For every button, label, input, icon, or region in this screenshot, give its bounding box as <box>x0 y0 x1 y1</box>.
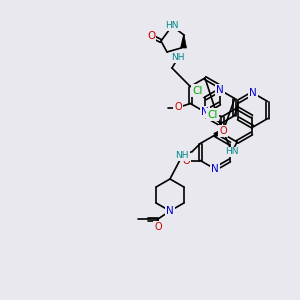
Text: Cl: Cl <box>192 85 202 95</box>
Text: O: O <box>147 31 155 41</box>
Polygon shape <box>182 35 187 48</box>
Text: O: O <box>219 126 227 136</box>
Text: N: N <box>216 85 224 95</box>
Text: N: N <box>166 206 174 216</box>
Text: O: O <box>154 222 162 232</box>
Text: Cl: Cl <box>207 110 217 119</box>
Text: O: O <box>175 103 182 112</box>
Text: HN: HN <box>165 22 179 31</box>
Text: N: N <box>211 164 219 174</box>
Text: N: N <box>201 107 209 117</box>
Text: HN: HN <box>225 148 239 157</box>
Text: N: N <box>249 88 257 98</box>
Text: O: O <box>182 155 190 166</box>
Text: NH: NH <box>171 53 185 62</box>
Text: NH: NH <box>176 151 189 160</box>
